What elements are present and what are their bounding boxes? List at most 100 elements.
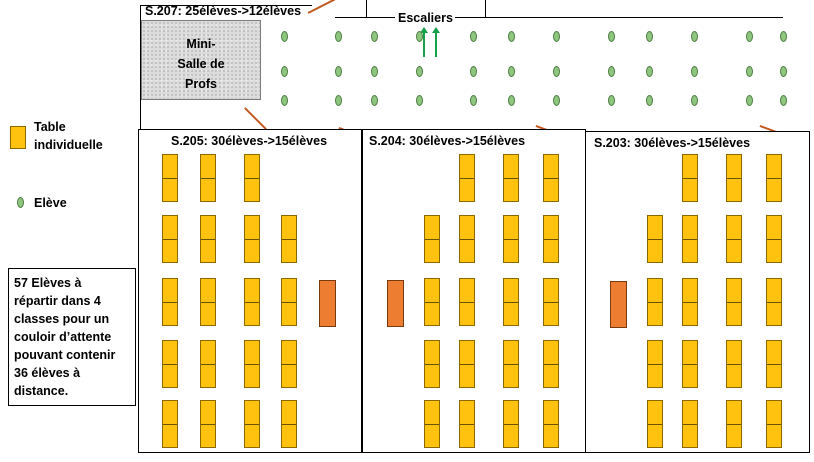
desk-icon [543,215,559,263]
student-icon [553,31,560,42]
door-swing-mini [244,107,267,130]
desk-icon [647,215,663,263]
student-icon [508,31,515,42]
student-icon [780,66,787,77]
student-icon [508,66,515,77]
desk-icon [244,278,260,326]
teacher-desk-icon [610,281,627,328]
desk-icon [424,215,440,263]
desk-icon [162,400,178,448]
corridor-wall-top [140,5,312,6]
desk-icon [281,340,297,388]
teacher-desk-icon [387,280,404,327]
student-icon [281,95,288,106]
student-icon [335,95,342,106]
desk-icon [503,215,519,263]
student-icon [371,66,378,77]
desk-icon [503,154,519,202]
desk-icon [682,278,698,326]
student-icon [470,31,477,42]
student-icon [746,66,753,77]
desk-icon [726,154,742,202]
desk-icon [682,154,698,202]
desk-icon [766,215,782,263]
desk-icon [244,400,260,448]
desk-icon [726,215,742,263]
desk-icon [543,154,559,202]
desk-icon [766,278,782,326]
student-icon [608,31,615,42]
student-icon [416,66,423,77]
student-icon [608,66,615,77]
desk-icon [162,154,178,202]
student-icon [470,95,477,106]
student-icon [371,31,378,42]
desk-icon [503,400,519,448]
desk-icon [281,400,297,448]
student-icon [416,95,423,106]
desk-icon [543,278,559,326]
desk-icon [200,154,216,202]
corridor-wall-left [140,5,141,129]
stairs-line-left [335,17,395,18]
student-icon [646,31,653,42]
desk-icon [200,215,216,263]
student-icon [335,31,342,42]
desk-icon [647,340,663,388]
student-icon [281,66,288,77]
student-icon [780,31,787,42]
desk-icon [424,278,440,326]
stairs-label: Escaliers [398,11,453,25]
student-icon [646,66,653,77]
desk-icon [459,154,475,202]
mini-salle-label: Mini- Salle de Profs [177,37,225,91]
desk-icon [682,400,698,448]
desk-icon [10,126,26,149]
desk-icon [647,278,663,326]
legend-desk-label: Table individuelle [34,120,103,152]
student-icon [17,197,24,208]
desk-icon [424,340,440,388]
room-title: S.203: 30élèves->15élèves [594,136,751,150]
student-icon [416,31,423,42]
desk-icon [162,278,178,326]
student-icon [746,95,753,106]
room-title: S.204: 30élèves->15élèves [369,134,526,148]
student-icon [553,66,560,77]
desk-icon [244,340,260,388]
desk-icon [682,340,698,388]
desk-icon [726,400,742,448]
student-icon [691,31,698,42]
desk-icon [281,215,297,263]
teacher-desk-icon [319,280,336,327]
student-icon [691,66,698,77]
student-icon [553,95,560,106]
desk-icon [726,278,742,326]
desk-icon [766,340,782,388]
desk-icon [459,340,475,388]
desk-icon [766,400,782,448]
s207-room-title: S.207: 25élèves->12élèves [145,4,302,18]
desk-icon [682,215,698,263]
desk-icon [726,340,742,388]
desk-icon [459,278,475,326]
student-icon [335,66,342,77]
desk-icon [244,154,260,202]
desk-icon [503,278,519,326]
desk-icon [459,215,475,263]
desk-icon [766,154,782,202]
desk-icon [244,215,260,263]
stairs-wall-right [485,0,486,18]
desk-icon [503,340,519,388]
student-icon [691,95,698,106]
desk-icon [543,400,559,448]
student-icon [646,95,653,106]
desk-icon [647,400,663,448]
desk-icon [162,340,178,388]
mini-salle-de-profs: Mini- Salle de Profs [141,20,261,100]
legend-student-label: Elève [34,196,67,210]
student-icon [746,31,753,42]
student-icon [508,95,515,106]
room-title: S.205: 30élèves->15élèves [171,134,328,148]
info-note: 57 Elèves à répartir dans 4 classes pour… [8,268,136,406]
